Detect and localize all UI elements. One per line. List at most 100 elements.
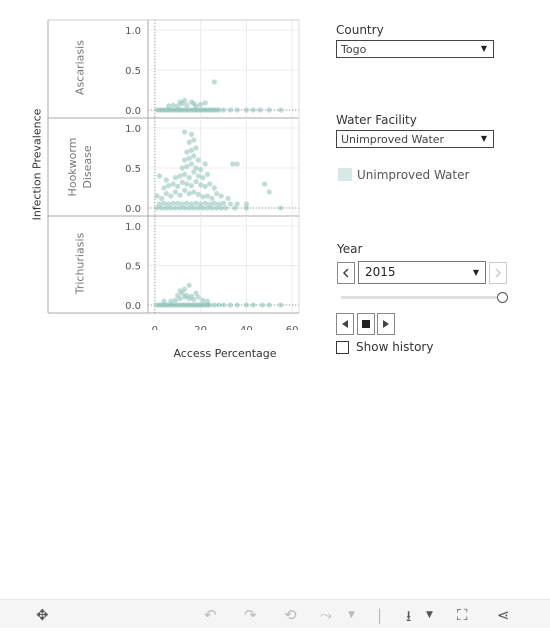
data-point [207, 302, 213, 308]
move-icon[interactable]: ✥ [36, 606, 49, 624]
data-point [172, 189, 179, 195]
data-point [218, 193, 224, 199]
data-point [172, 205, 179, 211]
play-button[interactable] [377, 313, 395, 335]
data-point [161, 298, 167, 304]
data-point [278, 302, 284, 308]
share-icon[interactable]: ⋖ [497, 606, 510, 624]
data-point [193, 290, 199, 296]
chevron-down-icon: ▼ [472, 268, 479, 277]
year-slider-track[interactable] [341, 296, 502, 299]
data-point [198, 182, 204, 188]
year-next-button[interactable] [489, 262, 507, 284]
data-point [250, 302, 256, 308]
year-title: Year [337, 242, 363, 256]
show-history-checkbox[interactable] [336, 341, 349, 354]
fullscreen-icon[interactable]: ⛶ [457, 606, 468, 624]
download-icon[interactable]: ⭳ [406, 607, 412, 625]
data-point [175, 200, 181, 206]
y-tick-label: 0.0 [125, 301, 141, 312]
data-point [168, 193, 174, 199]
y-tick-label: 0.5 [125, 164, 141, 175]
data-point [168, 298, 174, 304]
data-point [175, 103, 181, 109]
data-point [191, 137, 197, 143]
revert-icon[interactable]: ⟲ [284, 606, 297, 624]
data-point [188, 293, 195, 299]
data-point [211, 200, 217, 206]
data-point [184, 149, 190, 155]
undo-icon[interactable]: ↶ [204, 606, 217, 624]
data-point [177, 192, 183, 198]
data-point [195, 205, 201, 211]
data-point [170, 200, 176, 206]
data-point [186, 191, 192, 197]
year-dropdown[interactable]: 2015 ▼ [358, 261, 486, 284]
x-tick-label: 40 [240, 325, 253, 330]
data-point [259, 302, 265, 308]
data-point [214, 191, 220, 197]
data-point [168, 205, 174, 211]
data-point [193, 200, 199, 206]
redo-icon[interactable]: ↷ [244, 606, 257, 624]
water-facility-dropdown[interactable]: Unimproved Water ▼ [336, 130, 494, 148]
data-point [179, 165, 185, 171]
data-point [188, 183, 195, 189]
water-facility-title: Water Facility [336, 113, 417, 127]
x-tick-label: 20 [194, 325, 207, 330]
data-point [200, 205, 206, 211]
data-point [204, 193, 211, 199]
data-point [182, 286, 188, 292]
data-point [218, 205, 224, 211]
y-tick-label: 1.0 [125, 124, 141, 135]
data-point [207, 181, 213, 187]
data-point [177, 99, 183, 105]
data-point [182, 205, 188, 211]
chevron-down-icon[interactable]: ▼ [348, 610, 355, 620]
year-slider-handle[interactable] [497, 292, 508, 303]
data-point [177, 288, 183, 294]
data-point [186, 139, 192, 145]
data-point [200, 297, 206, 303]
data-point [262, 181, 268, 187]
data-point [266, 302, 272, 308]
data-point [170, 181, 176, 187]
stop-button[interactable] [357, 313, 375, 335]
divider: | [377, 606, 383, 624]
chevron-down-icon[interactable]: ▼ [426, 610, 433, 620]
data-point [154, 205, 160, 211]
data-point [170, 102, 176, 108]
y-tick-label: 0.5 [125, 262, 141, 273]
data-point [165, 201, 172, 207]
country-dropdown[interactable]: Togo ▼ [336, 40, 494, 58]
data-point [202, 161, 208, 167]
data-point [209, 195, 215, 201]
data-point [227, 302, 233, 308]
data-point [200, 194, 206, 200]
data-point [172, 175, 179, 181]
data-point [156, 173, 163, 179]
data-point [156, 201, 163, 207]
data-point [216, 107, 222, 113]
x-axis-title: Access Percentage [173, 347, 277, 360]
data-point [220, 107, 227, 113]
refresh-icon[interactable]: ⤳ [320, 606, 333, 624]
data-point [182, 171, 188, 177]
data-point [225, 195, 231, 201]
step-back-button[interactable] [336, 313, 354, 335]
data-point [200, 175, 206, 181]
y-tick-label: 0.0 [125, 106, 141, 117]
data-point [159, 205, 165, 211]
data-point [243, 107, 249, 113]
data-point [209, 205, 215, 211]
data-point [161, 185, 167, 191]
data-point [220, 302, 227, 308]
data-point [182, 187, 188, 193]
data-point [184, 181, 190, 187]
data-point [232, 205, 238, 211]
panel-label-ascariasis: Ascariasis [73, 40, 87, 95]
data-point [204, 171, 211, 177]
data-point [234, 107, 240, 113]
bottom-toolbar: ✥ ↶ ↷ ⟲ ⤳ ▼ | ⭳ ▼ ⛶ ⋖ [0, 599, 550, 628]
year-prev-button[interactable] [337, 262, 355, 284]
